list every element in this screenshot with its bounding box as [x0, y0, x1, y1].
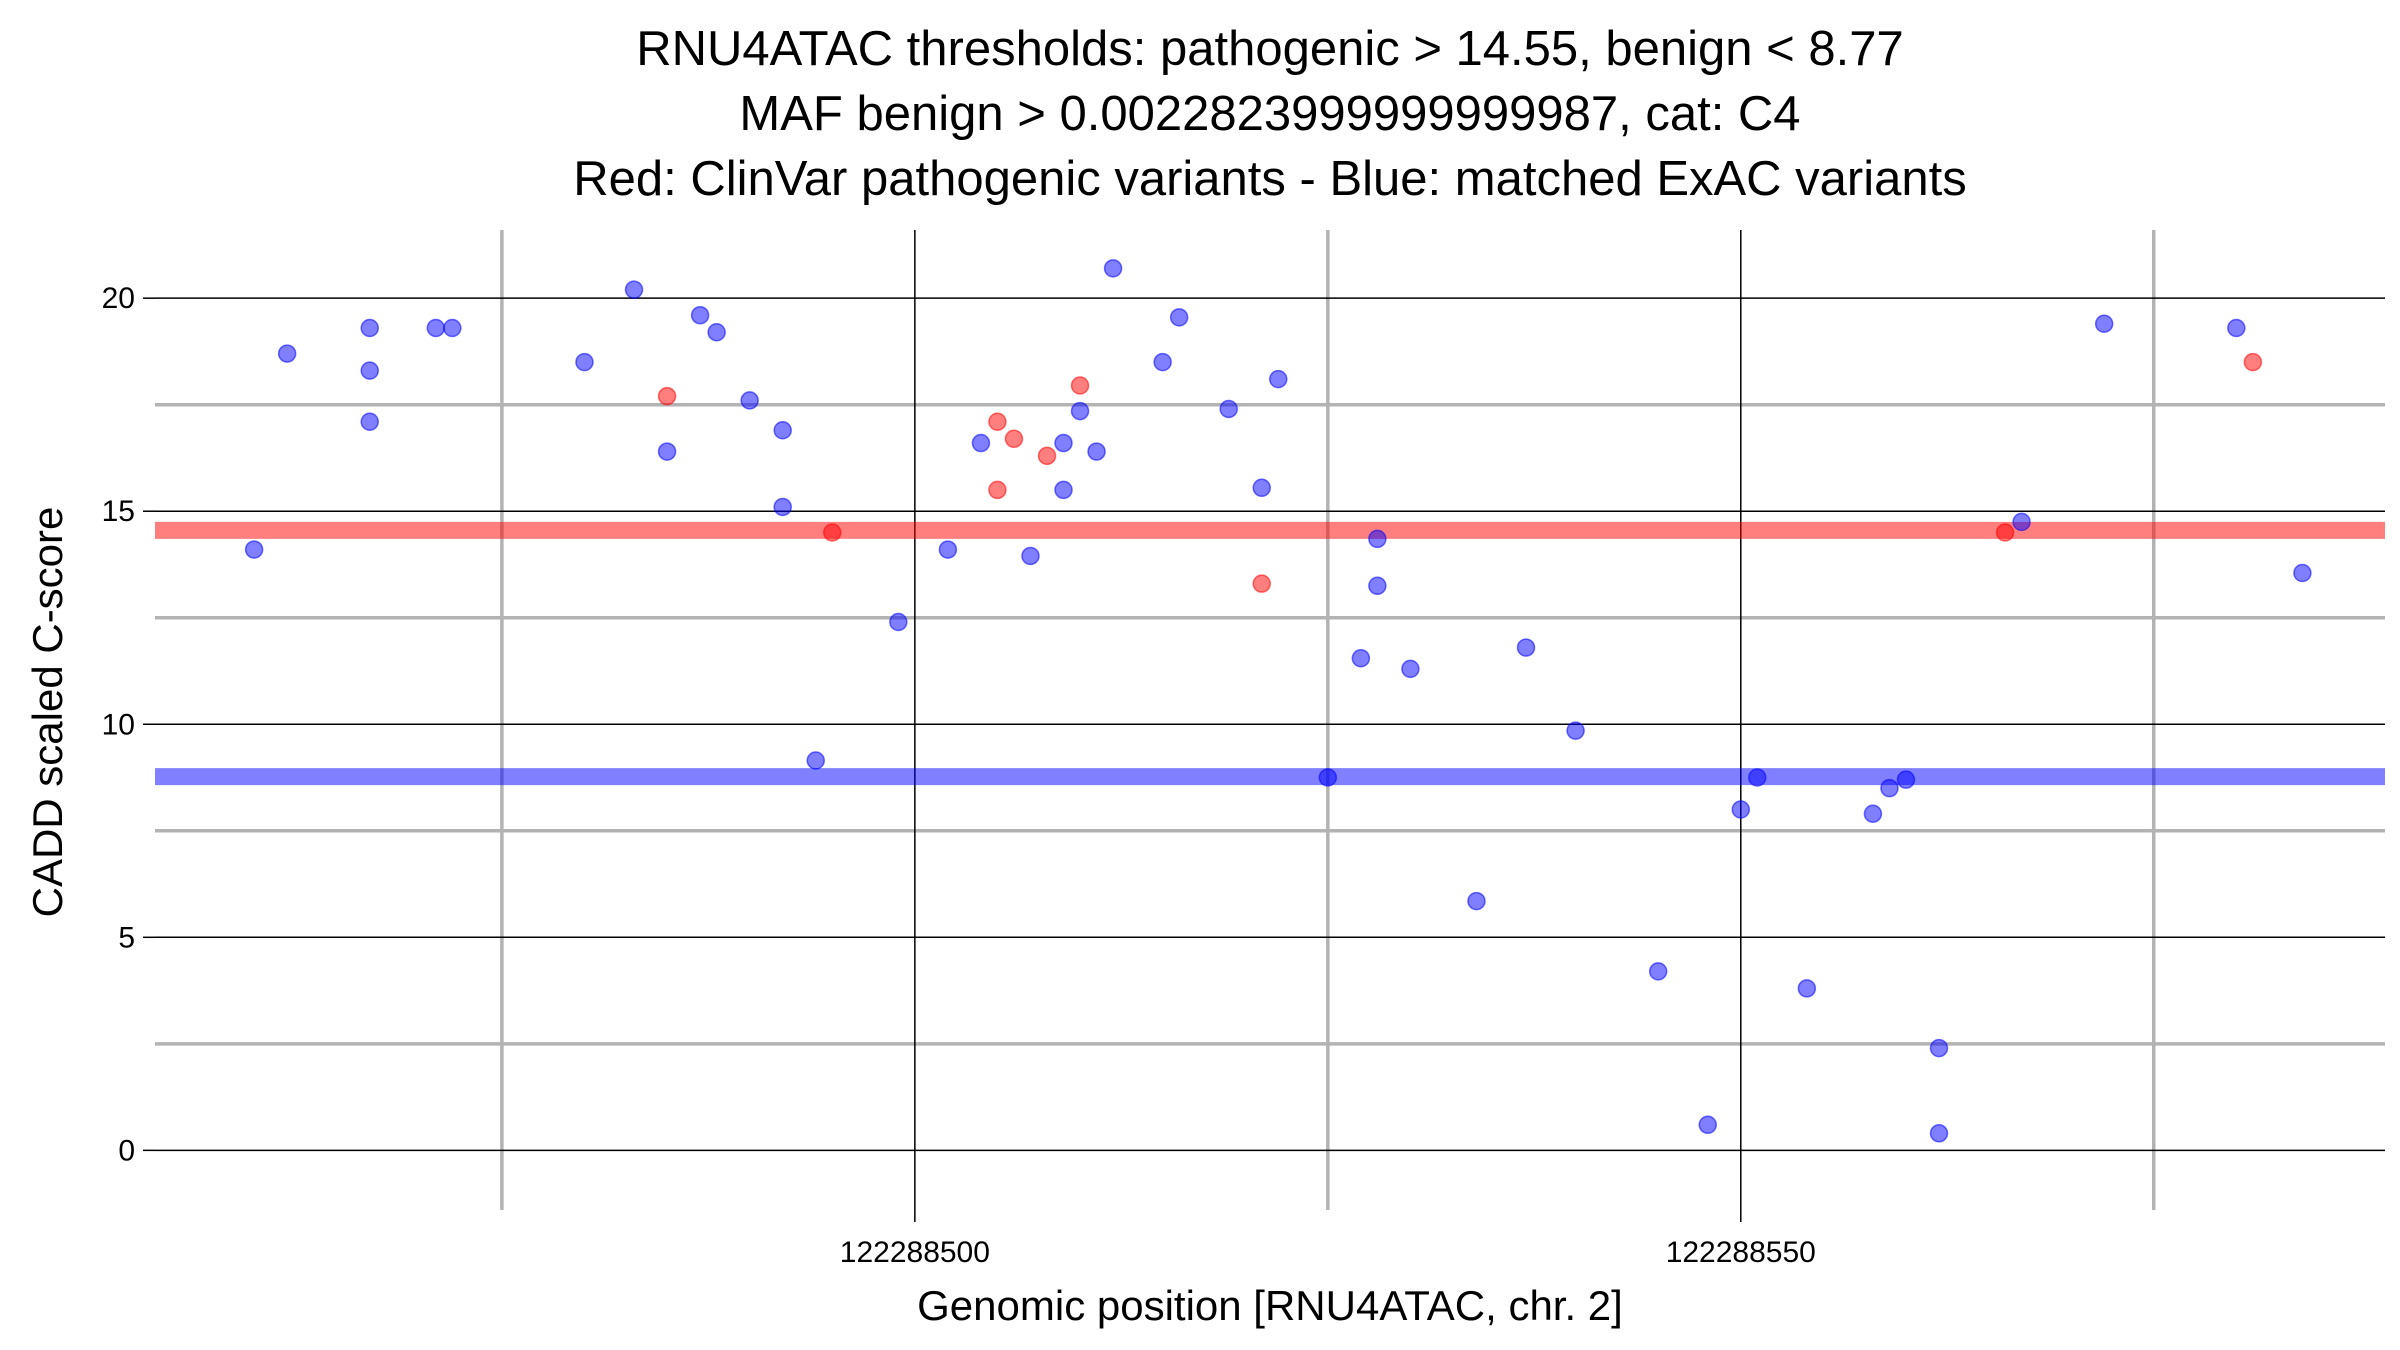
data-point-s0-4 — [360, 412, 379, 431]
data-point-s0-35 — [1467, 891, 1486, 911]
data-point-s0-16 — [889, 612, 908, 632]
data-point-s0-8 — [624, 280, 644, 299]
data-point-s0-3 — [360, 361, 379, 380]
y-axis-ticks: 0 5 10 15 20 — [102, 282, 155, 1167]
data-point-s0-25 — [1153, 352, 1172, 372]
data-point-s0-13 — [773, 421, 792, 440]
data-point-s0-27 — [1219, 399, 1238, 419]
data-point-s0-11 — [707, 323, 726, 342]
data-point-s0-6 — [443, 318, 462, 338]
y-tick-label-0: 0 — [118, 1134, 135, 1167]
x-axis-title: Genomic position [RNU4ATAC, chr. 2] — [917, 1282, 1623, 1329]
chart-title-line-2: MAF benign > 0.0022823999999999987, cat:… — [739, 87, 1800, 141]
series-1-points — [657, 352, 2263, 593]
data-point-s0-2 — [360, 318, 379, 338]
chart-title-line-3: Red: ClinVar pathogenic variants - Blue:… — [573, 152, 1967, 206]
data-point-s0-47 — [1929, 1124, 1949, 1143]
x-tick-label-0: 122288500 — [840, 1236, 990, 1269]
data-point-s1-2 — [988, 412, 1007, 431]
data-point-s1-6 — [1070, 376, 1090, 395]
data-point-s0-43 — [1863, 804, 1883, 823]
data-point-s1-8 — [1995, 523, 2015, 542]
data-point-s0-12 — [740, 391, 759, 410]
data-point-s0-31 — [1351, 648, 1371, 668]
data-point-s0-44 — [1880, 778, 1899, 798]
data-point-s0-37 — [1566, 721, 1585, 740]
data-point-s0-45 — [1896, 770, 1916, 789]
data-point-s1-9 — [2243, 352, 2263, 372]
data-point-s0-7 — [575, 352, 594, 372]
data-point-s0-28 — [1252, 478, 1271, 498]
data-point-s0-36 — [1516, 638, 1536, 657]
data-point-s1-5 — [1037, 446, 1057, 466]
data-point-s0-38 — [1648, 962, 1668, 981]
data-point-s0-49 — [2094, 314, 2114, 333]
data-points — [244, 259, 2312, 1143]
data-point-s1-7 — [1252, 574, 1271, 593]
data-point-s0-21 — [1054, 480, 1073, 500]
data-point-s0-18 — [971, 433, 991, 453]
data-point-s0-14 — [773, 497, 792, 517]
data-point-s0-10 — [690, 305, 710, 325]
data-point-s0-34 — [1401, 659, 1420, 679]
data-point-s1-1 — [823, 523, 842, 542]
x-axis-ticks: 122288500 122288550 — [840, 1210, 1816, 1269]
data-point-s0-33 — [1368, 576, 1387, 596]
y-tick-label-2: 10 — [102, 708, 135, 741]
grid-lines — [155, 230, 2385, 1210]
data-point-s1-0 — [657, 386, 677, 406]
series-0-points — [244, 259, 2312, 1143]
x-tick-label-1: 122288550 — [1666, 1236, 1816, 1269]
data-point-s0-20 — [1054, 433, 1073, 453]
data-point-s0-30 — [1318, 768, 1338, 787]
y-tick-label-4: 20 — [102, 282, 135, 315]
data-point-s0-46 — [1929, 1038, 1949, 1058]
data-point-s0-32 — [1368, 529, 1387, 549]
data-point-s0-51 — [2293, 563, 2312, 583]
data-point-s0-17 — [938, 540, 958, 559]
data-point-s0-5 — [426, 318, 446, 338]
data-point-s0-19 — [1021, 546, 1040, 566]
data-point-s0-23 — [1087, 442, 1106, 461]
chart-title-line-1: RNU4ATAC thresholds: pathogenic > 14.55,… — [636, 22, 1904, 76]
data-point-s0-26 — [1169, 308, 1189, 327]
data-point-s0-50 — [2227, 318, 2246, 338]
data-point-s0-40 — [1731, 800, 1751, 819]
data-point-s0-39 — [1698, 1115, 1717, 1135]
y-tick-label-1: 5 — [118, 921, 135, 954]
threshold-lines — [155, 521, 2385, 786]
data-point-s1-4 — [1004, 429, 1024, 449]
chart-title: RNU4ATAC thresholds: pathogenic > 14.55,… — [573, 22, 1967, 206]
data-point-s0-24 — [1103, 259, 1123, 278]
data-point-s0-15 — [806, 751, 825, 770]
data-point-s0-41 — [1748, 768, 1767, 787]
data-point-s0-1 — [277, 344, 297, 363]
data-point-s0-48 — [2012, 512, 2031, 532]
data-point-s0-42 — [1797, 979, 1817, 998]
data-point-s1-3 — [988, 480, 1007, 500]
data-point-s0-22 — [1070, 401, 1090, 421]
data-point-s0-29 — [1269, 369, 1288, 389]
data-point-s0-0 — [244, 540, 264, 559]
y-axis-title: CADD scaled C-score — [24, 507, 71, 918]
data-point-s0-9 — [657, 442, 677, 461]
y-tick-label-3: 15 — [102, 495, 135, 528]
